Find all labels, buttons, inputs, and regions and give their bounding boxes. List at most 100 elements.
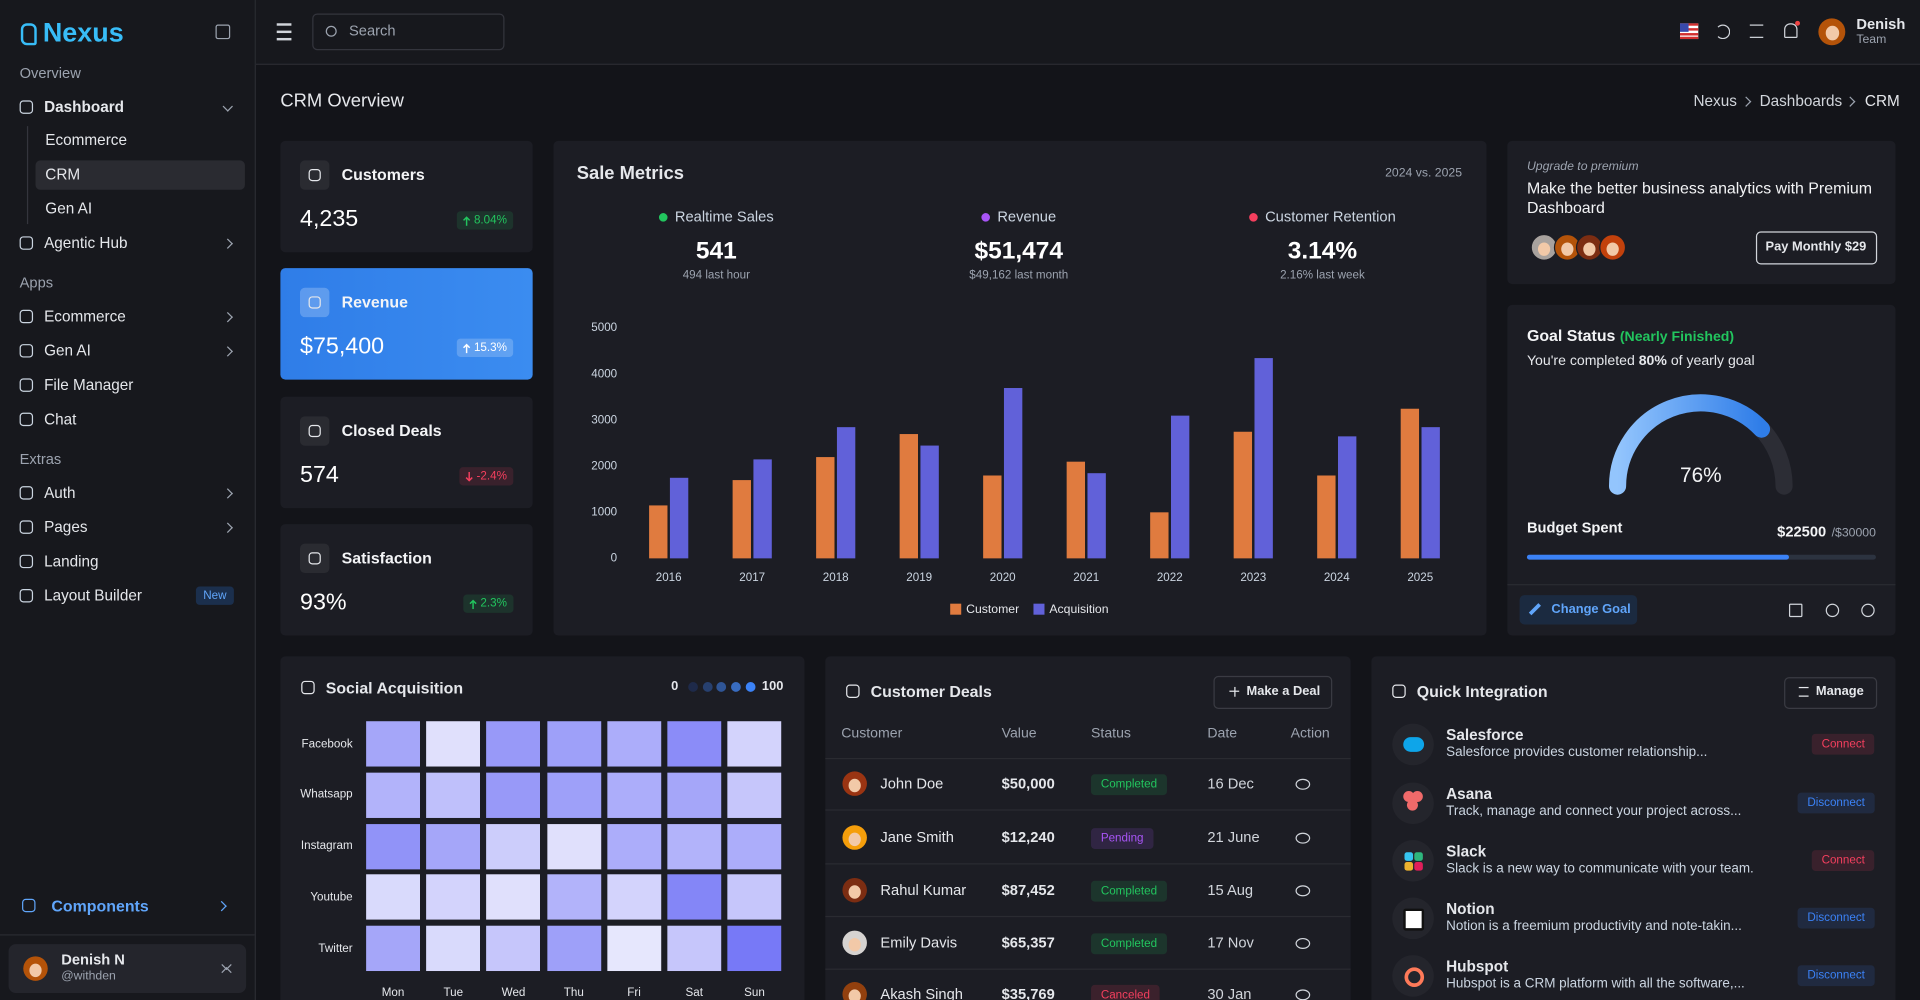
button[interactable] xyxy=(1213,675,1333,709)
integration-action[interactable]: Disconnect xyxy=(1797,792,1875,814)
stat-card xyxy=(280,268,533,380)
bar xyxy=(732,480,751,559)
view-button[interactable] xyxy=(1295,778,1311,790)
nav-subitem[interactable]: Ecommerce xyxy=(45,131,127,149)
flag-canton xyxy=(1680,23,1689,32)
user-role: Team xyxy=(1856,33,1887,47)
row-label: Twitter xyxy=(318,941,353,956)
change-arrow xyxy=(463,343,471,353)
kpi-sub: 2.16% last week xyxy=(1280,268,1365,283)
period: 2024 vs. 2025 xyxy=(1385,166,1463,181)
icon-button[interactable] xyxy=(1825,603,1840,618)
flag-stripe xyxy=(1680,28,1699,31)
notification-icon[interactable] xyxy=(1784,23,1798,38)
budget-total: /$30000 xyxy=(1831,526,1876,541)
row-label: Facebook xyxy=(301,736,353,751)
icon xyxy=(307,168,321,181)
icon xyxy=(1392,684,1406,698)
x-tick-label: 2020 xyxy=(990,571,1016,584)
view-button[interactable] xyxy=(1295,885,1311,897)
heat-cell xyxy=(426,721,481,767)
avatar-face xyxy=(29,963,42,977)
nav-item[interactable]: Layout Builder xyxy=(44,587,142,605)
nav-item[interactable]: Agentic Hub xyxy=(44,234,128,252)
bar xyxy=(816,457,835,559)
legend-swatch xyxy=(1033,603,1045,615)
logo-notion xyxy=(1403,908,1425,931)
integration-name: Salesforce xyxy=(1446,726,1524,744)
collapse-button[interactable] xyxy=(215,24,231,40)
icon-button[interactable] xyxy=(1861,603,1875,618)
nav-item[interactable]: Pages xyxy=(44,518,88,536)
nav-components[interactable]: Components xyxy=(51,896,149,915)
icon-button[interactable] xyxy=(1788,603,1803,618)
section-label: Overview xyxy=(19,64,81,82)
logo-salesforce xyxy=(1403,737,1425,752)
view-button[interactable] xyxy=(1295,989,1311,1000)
integration-action[interactable]: Connect xyxy=(1811,850,1875,872)
avatar-face xyxy=(1583,241,1596,256)
kpi-label-row: Revenue xyxy=(981,208,1056,225)
view-button[interactable] xyxy=(1295,937,1311,949)
avatar xyxy=(1818,18,1846,46)
nav-item[interactable]: Chat xyxy=(44,410,77,428)
menu-line xyxy=(276,37,292,40)
arrow xyxy=(469,598,477,609)
gauge-label: 76% xyxy=(1680,464,1722,487)
logo-hubspot xyxy=(1404,967,1425,987)
heat-cell xyxy=(486,874,541,921)
user-card[interactable] xyxy=(8,944,247,994)
heat-cell xyxy=(607,874,661,921)
budget-values: $22500 /$30000 xyxy=(1777,520,1876,542)
integration-action[interactable]: Connect xyxy=(1811,733,1875,756)
section-label: Extras xyxy=(19,450,62,468)
menu-line xyxy=(276,30,292,33)
flag[interactable] xyxy=(1680,23,1699,40)
button[interactable] xyxy=(1755,231,1878,265)
y-tick-label: 5000 xyxy=(591,321,617,334)
logo-slack-part xyxy=(1404,862,1414,871)
icon xyxy=(19,588,34,603)
nav-item[interactable]: Ecommerce xyxy=(44,307,126,326)
card xyxy=(1507,304,1896,636)
bar xyxy=(1338,436,1357,559)
kpi-sub: $49,162 last month xyxy=(969,268,1069,283)
search-placeholder: Search xyxy=(348,21,396,39)
goal-text: You're completed 80% of yearly goal xyxy=(1527,354,1755,369)
breadcrumb-item[interactable]: Nexus xyxy=(1693,92,1737,110)
heat-cell xyxy=(366,721,421,767)
x-tick-label: 2017 xyxy=(739,571,765,584)
cell-date: 15 Aug xyxy=(1207,881,1254,899)
integration-action[interactable]: Disconnect xyxy=(1797,907,1875,930)
avatar-face xyxy=(848,937,861,951)
nav-item[interactable]: Landing xyxy=(44,552,99,571)
heat-cell xyxy=(366,823,421,869)
nav-item[interactable]: Auth xyxy=(44,484,76,502)
nav-item[interactable]: Dashboard xyxy=(44,98,125,116)
goal-text-part: of yearly goal xyxy=(1666,353,1755,369)
nav-subitem[interactable]: CRM xyxy=(45,165,81,184)
kpi-label-row: Customer Retention xyxy=(1249,208,1396,225)
search-box[interactable] xyxy=(312,13,505,51)
nav-item[interactable]: Gen AI xyxy=(44,342,91,360)
nav-subitem[interactable]: Gen AI xyxy=(45,200,93,218)
theme-toggle[interactable] xyxy=(1715,24,1731,40)
kpi-value: 3.14% xyxy=(1287,237,1358,265)
button[interactable] xyxy=(1519,595,1638,625)
nav-item[interactable]: File Manager xyxy=(44,376,134,394)
stat-change: 2.3% xyxy=(463,594,514,613)
breadcrumb-item: CRM xyxy=(1864,92,1900,110)
breadcrumb-item[interactable]: Dashboards xyxy=(1759,92,1843,110)
column-label: Thu xyxy=(563,986,584,1000)
heat-cell xyxy=(546,721,601,767)
sidebar-divider xyxy=(0,934,255,936)
nav-active xyxy=(35,160,245,190)
integration-description: Hubspot is a CRM platform with all the s… xyxy=(1446,976,1745,992)
button[interactable] xyxy=(1784,677,1878,709)
icon xyxy=(846,684,860,698)
integration-action[interactable]: Disconnect xyxy=(1797,965,1875,987)
view-button[interactable] xyxy=(1295,832,1311,844)
settings-icon[interactable] xyxy=(1749,24,1764,38)
row-rule xyxy=(825,809,1351,811)
